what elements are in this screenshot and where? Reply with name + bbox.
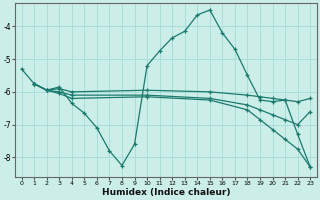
X-axis label: Humidex (Indice chaleur): Humidex (Indice chaleur) (102, 188, 230, 197)
